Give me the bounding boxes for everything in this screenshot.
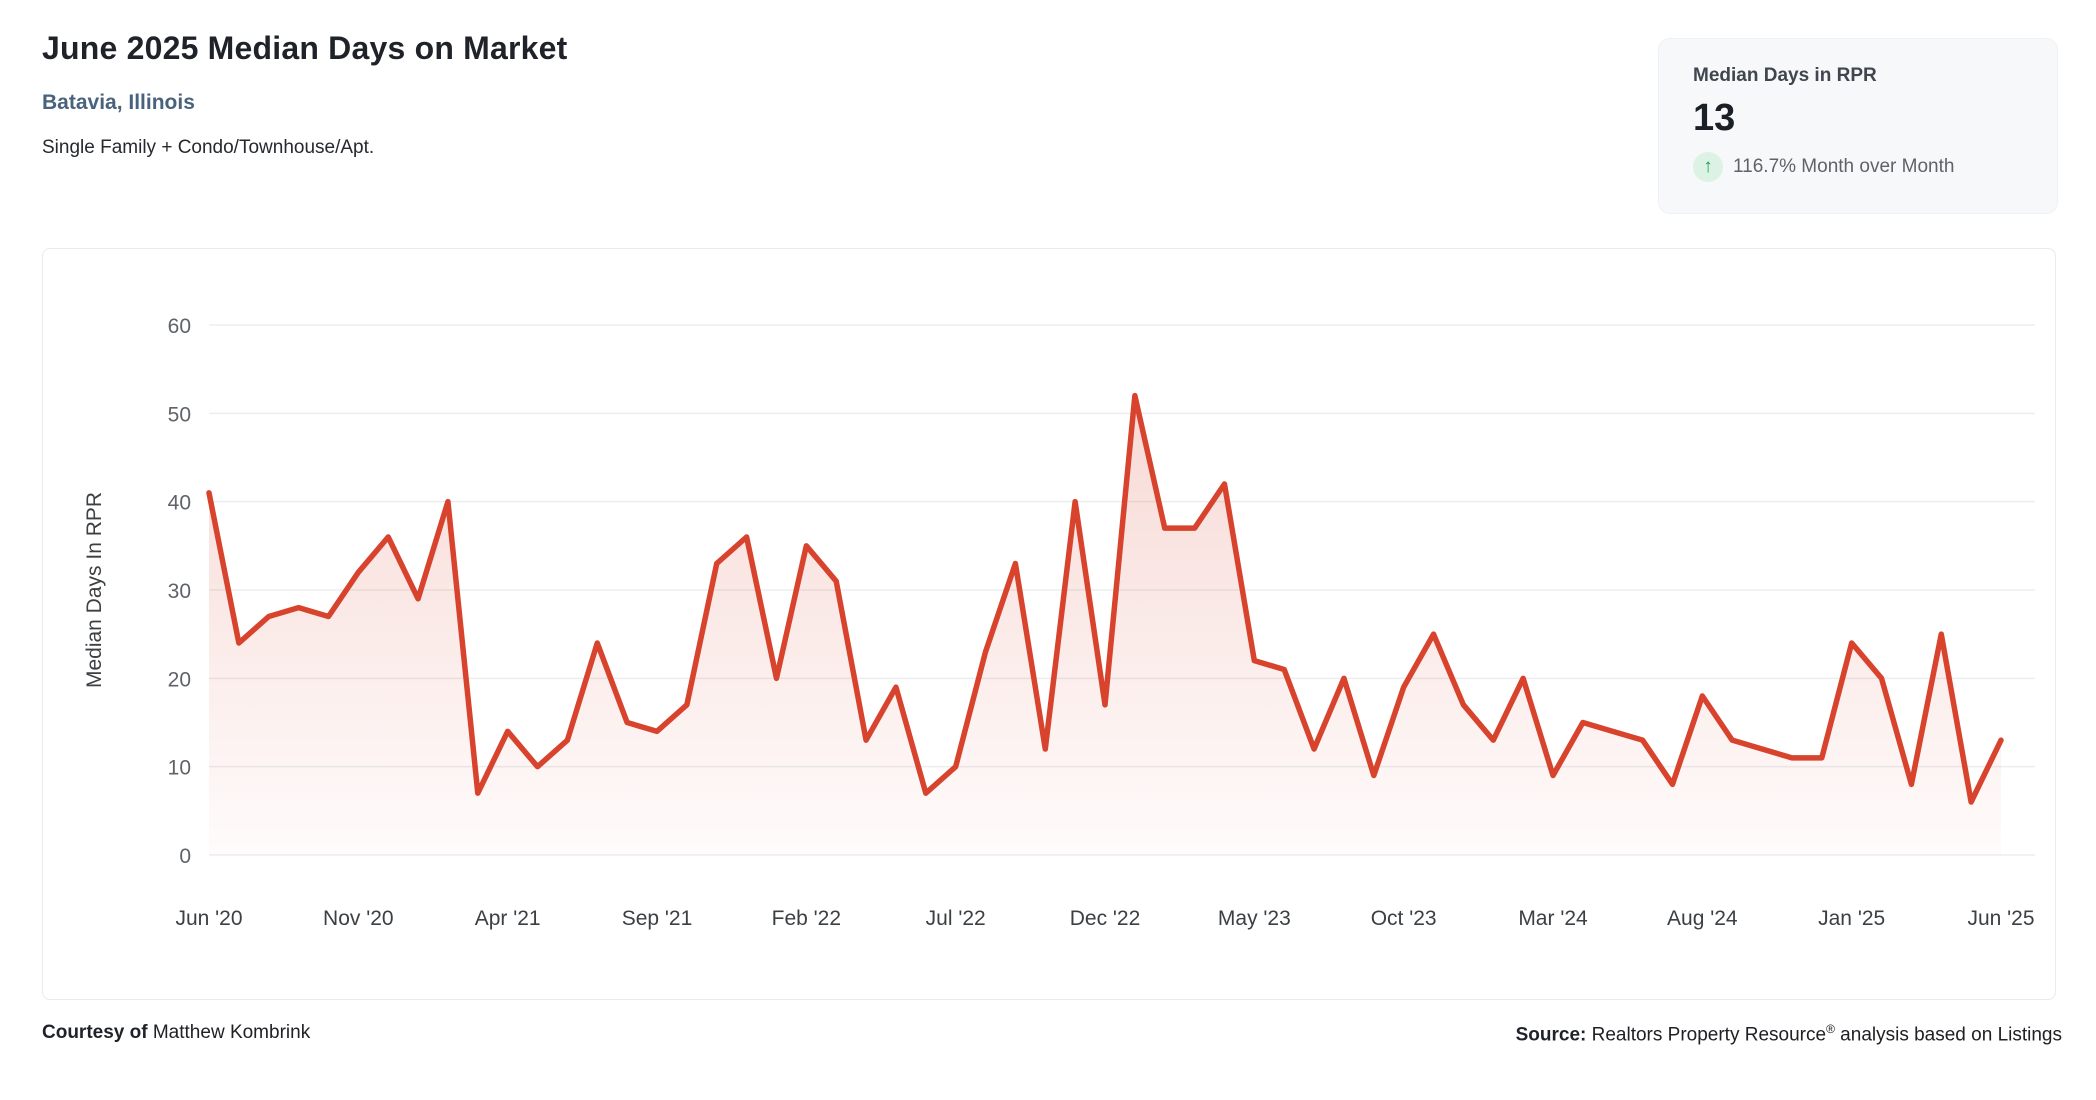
x-tick-label-5: Feb '22: [772, 907, 841, 930]
property-types-subtitle: Single Family + Condo/Townhouse/Apt.: [42, 137, 375, 158]
source-label: Source:: [1515, 1024, 1587, 1046]
source-suffix: analysis based on Listings: [1834, 1024, 2062, 1046]
x-tick-label-7: Dec '22: [1070, 907, 1141, 930]
y-tick-label-30: 30: [168, 580, 191, 603]
month-over-month-text: 116.7% Month over Month: [1733, 156, 1955, 177]
stat-card-value: 13: [1693, 97, 1736, 139]
series-line-median-days: [206, 392, 2004, 805]
report-header: June 2025 Median Days on Market Batavia,…: [42, 30, 568, 159]
stat-card-label: Median Days in RPR: [1693, 65, 1877, 86]
chart-panel: 0 10 20 30 40 50 60 Median Days In RPR Jun '20 No…: [42, 248, 2056, 1000]
y-tick-label-0: 0: [179, 845, 191, 868]
report-footer: Courtesy of Matthew Kombrink Source: Rea…: [42, 1022, 2062, 1046]
courtesy-name: Matthew Kombrink: [147, 1022, 311, 1043]
x-tick-label-6: Jul '22: [926, 907, 986, 930]
x-tick-label-9: Oct '23: [1371, 907, 1437, 930]
x-tick-label-12: Jan '25: [1818, 907, 1885, 930]
stat-card-change-row: ↑ 116.7% Month over Month: [1693, 152, 2023, 182]
y-axis-title: Median Days In RPR: [83, 492, 106, 688]
series-area-fill: [209, 395, 2001, 855]
y-tick-label-40: 40: [168, 492, 191, 515]
x-tick-label-10: Mar '24: [1518, 907, 1588, 930]
x-tick-label-2: Nov '20: [323, 907, 394, 930]
courtesy-text: Courtesy of Matthew Kombrink: [42, 1022, 310, 1046]
y-tick-label-50: 50: [168, 403, 191, 426]
y-tick-label-60: 60: [168, 315, 191, 338]
registered-mark: ®: [1826, 1022, 1835, 1036]
y-tick-label-10: 10: [168, 757, 191, 780]
up-arrow-icon: ↑: [1693, 152, 1723, 182]
median-days-line-chart[interactable]: 0 10 20 30 40 50 60 Median Days In RPR Jun '20 No…: [43, 249, 2055, 999]
x-tick-label-11: Aug '24: [1667, 907, 1738, 930]
y-tick-label-20: 20: [168, 668, 191, 691]
courtesy-label: Courtesy of: [42, 1022, 148, 1043]
x-tick-label-3: Apr '21: [475, 907, 541, 930]
x-tick-label-13: Jun '25: [1967, 907, 2034, 930]
x-tick-label-8: May '23: [1218, 907, 1291, 930]
location-subtitle: Batavia, Illinois: [42, 91, 195, 114]
x-tick-label-4: Sep '21: [622, 907, 693, 930]
source-text: Source: Realtors Property Resource® anal…: [1516, 1022, 2062, 1046]
source-name: Realtors Property Resource: [1586, 1024, 1827, 1046]
x-tick-label-1: Jun '20: [175, 907, 242, 930]
page-title: June 2025 Median Days on Market: [42, 30, 568, 66]
median-days-stat-card: Median Days in RPR 13 ↑ 116.7% Month ove…: [1658, 38, 2058, 214]
